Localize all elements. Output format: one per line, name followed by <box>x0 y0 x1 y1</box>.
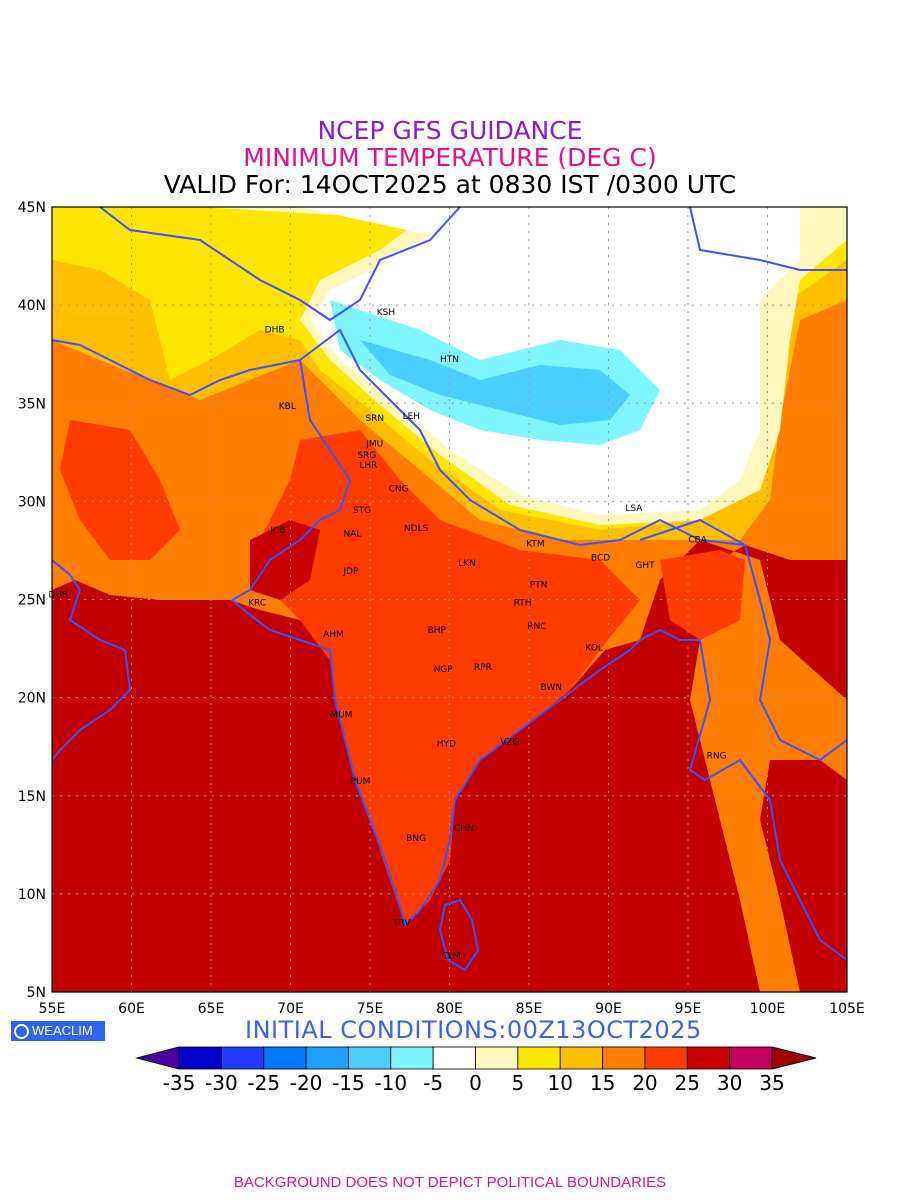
x-tick-label: 95E <box>675 1001 702 1017</box>
station-label: SRN <box>365 414 384 424</box>
coastlines <box>52 207 847 972</box>
station-label: SRG <box>357 451 376 461</box>
station-label: JMU <box>365 439 383 449</box>
station-label: DUB <box>49 591 69 601</box>
coastline-gulf <box>52 339 301 397</box>
station-label: NAL <box>344 530 362 540</box>
station-label: LEH <box>403 412 420 422</box>
station-label: LHR <box>359 461 377 471</box>
station-label: LSA <box>625 504 643 514</box>
x-tick-label: 85E <box>516 1001 543 1017</box>
y-tick-label: 10N <box>18 887 46 903</box>
station-label: BWN <box>541 683 563 693</box>
station-label: CHN <box>454 824 474 834</box>
station-label: KRC <box>248 598 266 608</box>
y-tick-label: 5N <box>27 985 46 1001</box>
x-axis-labels: 55E 60E 65E 70E 75E 80E 85E 90E 95E 100E 105E <box>39 1001 865 1017</box>
border-north <box>99 207 461 322</box>
y-tick-label: 15N <box>18 789 46 805</box>
x-tick-label: 75E <box>357 1001 384 1017</box>
station-label: NDLS <box>404 524 429 534</box>
title-line-3: VALID For: 14OCT2025 at 0830 IST /0300 U… <box>163 170 737 199</box>
station-label: KOL <box>585 644 603 654</box>
station-label: RPR <box>474 663 492 673</box>
band-20-25-east <box>660 550 745 640</box>
station-label: CLM <box>442 952 461 962</box>
station-label: CNG <box>389 485 409 495</box>
station-label: NGP <box>434 665 454 675</box>
initial-conditions: INITIAL CONDITIONS:00Z13OCT2025 <box>245 1016 702 1044</box>
coastline-srilanka <box>438 898 480 972</box>
x-tick-label: 55E <box>39 1001 66 1017</box>
y-tick-label: 45N <box>18 200 46 216</box>
coastline-india <box>231 599 641 927</box>
station-label: PTN <box>530 581 548 591</box>
band-minus15-minus10 <box>360 340 630 425</box>
station-label: GHT <box>635 561 655 571</box>
station-label: MUM <box>330 710 352 720</box>
station-label: RTH <box>514 598 532 608</box>
y-axis-labels: 45N 40N 35N 30N 25N 20N 15N 10N 5N <box>18 200 46 1001</box>
x-tick-label: 100E <box>750 1001 786 1017</box>
station-label: HYD <box>437 740 456 750</box>
x-tick-label: 60E <box>118 1001 145 1017</box>
footer-disclaimer: BACKGROUND DOES NOT DEPICT POLITICAL BOU… <box>233 1174 667 1191</box>
station-label: JDP <box>342 567 359 577</box>
station-label: RNC <box>527 622 546 632</box>
station-label: AHM <box>323 630 344 640</box>
coastline-arabia <box>52 559 132 761</box>
station-label: LKN <box>458 559 476 569</box>
band-25-30-north <box>250 520 320 600</box>
y-tick-label: 40N <box>18 298 46 314</box>
x-tick-label: 80E <box>436 1001 463 1017</box>
border-mongolia <box>689 207 847 271</box>
station-label: KTM <box>526 540 544 550</box>
station-label: VZG <box>500 738 519 748</box>
station-label: CBA <box>688 536 707 546</box>
border-east <box>639 518 847 762</box>
station-label: BCD <box>591 553 610 563</box>
x-tick-label: 70E <box>277 1001 304 1017</box>
band-20-25-west <box>60 420 180 560</box>
title-line-1: NCEP GFS GUIDANCE <box>317 116 583 145</box>
weaclim-badge[interactable]: WEACLIM <box>11 1021 105 1041</box>
x-tick-label: 105E <box>829 1001 865 1017</box>
border-himalaya <box>299 328 746 547</box>
station-label: JCB <box>269 526 285 536</box>
weaclim-logo-icon <box>14 1024 29 1039</box>
map-grid <box>52 207 847 992</box>
station-label: BNG <box>406 834 426 844</box>
x-tick-label: 90E <box>595 1001 622 1017</box>
y-tick-label: 20N <box>18 691 46 707</box>
station-label: PUM <box>351 777 371 787</box>
border-pak <box>231 359 352 601</box>
y-tick-label: 25N <box>18 593 46 609</box>
band-20-25 <box>250 430 640 925</box>
station-label: DHB <box>265 326 285 336</box>
x-tick-label: 65E <box>198 1001 225 1017</box>
station-label: BHP <box>428 626 447 636</box>
weaclim-label: WEACLIM <box>32 1023 93 1038</box>
map-frame <box>51 206 848 993</box>
station-label: RNG <box>707 751 727 761</box>
temperature-field <box>52 207 847 992</box>
title-line-2: MINIMUM TEMPERATURE (DEG C) <box>243 143 657 172</box>
station-label: KBL <box>279 402 296 412</box>
y-tick-label: 35N <box>18 396 46 412</box>
y-tick-label: 30N <box>18 494 46 510</box>
station-label: HTN <box>440 355 459 365</box>
station-label: STG <box>353 506 371 516</box>
station-label: TRV <box>392 918 411 928</box>
station-label: KSH <box>377 308 395 318</box>
coastline-bay <box>639 628 847 961</box>
